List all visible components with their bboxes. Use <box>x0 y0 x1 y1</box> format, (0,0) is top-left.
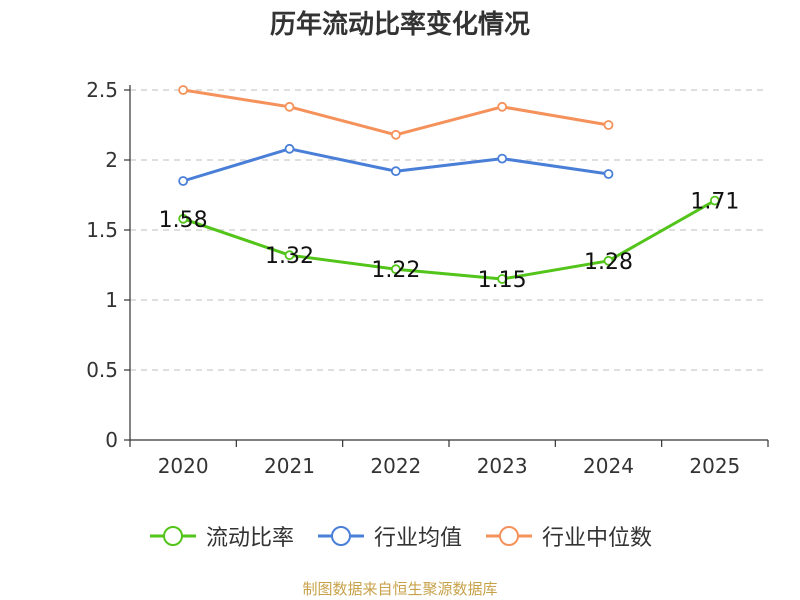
legend-item[interactable]: 行业中位数 <box>484 520 652 552</box>
series-line <box>182 88 609 137</box>
data-point <box>497 274 508 284</box>
legend-line-icon <box>149 526 196 546</box>
legend: 流动比率 行业均值 行业中位数 <box>0 518 800 554</box>
data-label: 1.22 <box>371 258 420 283</box>
x-tick-label: 2024 <box>583 454 634 478</box>
source-note: 制图数据来自恒生聚源数据库 <box>302 580 498 598</box>
x-tick-label: 2021 <box>264 454 315 478</box>
data-label: 1.71 <box>690 190 739 215</box>
data-point <box>709 195 720 206</box>
legend-line-icon <box>486 526 532 546</box>
data-label: 1.15 <box>478 268 527 293</box>
y-tick-label: 1 <box>105 288 118 312</box>
data-point <box>284 101 295 112</box>
legend-label: 行业均值 <box>373 526 462 551</box>
y-tick-label: 2 <box>105 148 118 172</box>
data-point <box>178 85 189 95</box>
data-point <box>390 129 401 140</box>
axes: 0 0.5 1 1.5 2 2.5 2020 2021 2022 2023 2024 2025 <box>86 78 769 478</box>
x-tick-label: 2025 <box>689 454 740 478</box>
y-tick-label: 1.5 <box>86 218 118 242</box>
series-lines <box>178 85 720 284</box>
data-point <box>284 250 295 261</box>
y-tick-label: 0.5 <box>86 358 118 382</box>
y-tick-label: 2.5 <box>86 78 118 102</box>
data-point <box>497 153 508 164</box>
x-tick-label: 2023 <box>477 454 528 478</box>
series-line <box>182 199 716 281</box>
data-point <box>603 120 614 130</box>
data-point <box>390 166 401 177</box>
data-point <box>178 176 189 186</box>
x-tick-label: 2020 <box>158 454 209 478</box>
data-label: 1.32 <box>265 244 314 269</box>
data-point <box>497 101 508 112</box>
data-point <box>178 213 189 224</box>
legend-label: 行业中位数 <box>542 526 653 551</box>
legend-item[interactable]: 行业均值 <box>316 520 462 552</box>
legend-item[interactable]: 流动比率 <box>148 520 294 552</box>
data-point <box>603 169 614 179</box>
data-point <box>284 143 295 154</box>
series-line <box>182 147 609 183</box>
legend-line-icon <box>317 526 364 546</box>
data-point <box>603 255 614 266</box>
data-labels: 1.58 1.32 1.22 1.15 1.28 1.71 <box>159 190 740 293</box>
y-tick-label: 0 <box>105 428 118 452</box>
chart-title: 历年流动比率变化情况 <box>269 10 530 40</box>
legend-label: 流动比率 <box>205 526 294 551</box>
data-label: 1.28 <box>584 250 633 275</box>
grid-lines <box>130 89 768 371</box>
data-point <box>390 264 401 275</box>
x-tick-label: 2022 <box>370 454 421 478</box>
data-label: 1.58 <box>159 208 208 233</box>
